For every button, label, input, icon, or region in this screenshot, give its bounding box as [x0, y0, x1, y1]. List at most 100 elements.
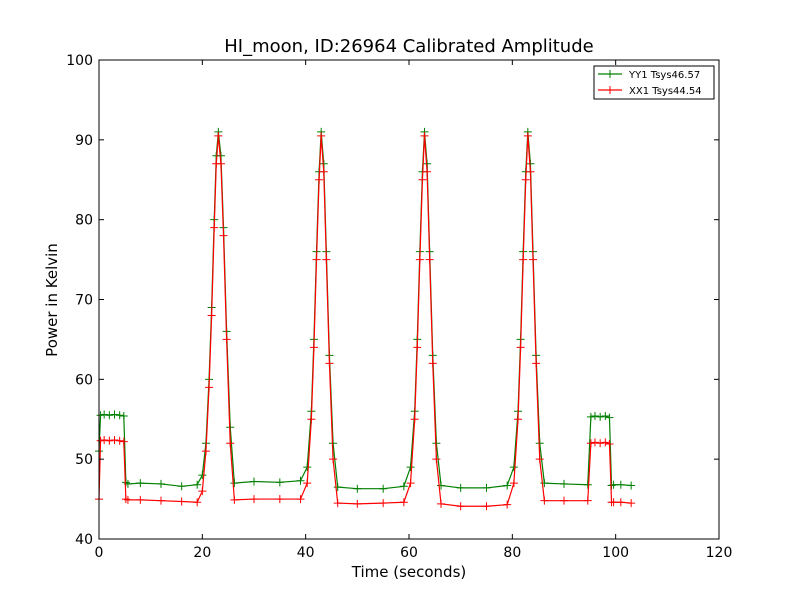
data-point-marker — [309, 343, 318, 352]
data-point-marker — [532, 359, 541, 368]
data-point-marker — [418, 175, 427, 184]
data-point-marker — [560, 496, 568, 505]
chart-title: HI_moon, ID:26964 Calibrated Amplitude — [224, 36, 593, 57]
data-point-marker — [319, 167, 328, 176]
series-2 — [95, 131, 636, 511]
data-point-marker — [193, 498, 202, 507]
data-point-marker — [540, 479, 549, 488]
data-point-marker — [198, 471, 207, 480]
data-point-marker — [307, 415, 316, 424]
data-point-marker — [601, 438, 610, 447]
data-point-marker — [516, 343, 525, 352]
data-point-marker — [616, 480, 625, 489]
data-point-marker — [432, 455, 441, 464]
data-point-marker — [333, 499, 342, 508]
data-point-marker — [609, 498, 618, 507]
data-point-marker — [586, 412, 595, 421]
legend: YY1 Tsys46.57 XX1 Tsys44.54 — [593, 65, 715, 100]
x-tick-label: 0 — [95, 545, 104, 561]
x-axis-label: Time (seconds) — [351, 563, 467, 581]
data-point-marker — [456, 483, 465, 492]
data-point-marker — [110, 410, 119, 419]
data-point-marker — [519, 255, 528, 264]
data-point-marker — [115, 436, 124, 445]
data-point-marker — [560, 479, 568, 488]
data-point-marker — [425, 255, 434, 264]
x-tick-label: 20 — [193, 545, 211, 561]
data-point-marker — [100, 436, 109, 445]
data-point-marker — [230, 495, 239, 504]
data-point-marker — [157, 479, 165, 488]
data-point-marker — [437, 481, 446, 490]
data-point-marker — [399, 482, 408, 491]
data-point-marker — [110, 436, 119, 445]
y-tick-label: 50 — [75, 452, 93, 468]
data-point-marker — [586, 439, 595, 448]
y-tick-label: 100 — [66, 53, 93, 69]
data-point-marker — [605, 439, 614, 448]
data-point-marker — [214, 131, 223, 140]
data-point-marker — [96, 436, 105, 445]
x-tick-label: 120 — [706, 545, 733, 561]
data-point-marker — [315, 175, 324, 184]
data-point-marker — [121, 495, 130, 504]
data-point-marker — [250, 477, 258, 486]
data-point-marker — [250, 495, 258, 504]
data-point-marker — [601, 412, 610, 421]
data-point-marker — [503, 481, 512, 490]
data-point-marker — [119, 412, 128, 421]
data-point-marker — [399, 498, 408, 507]
data-point-marker — [205, 383, 214, 392]
data-point-marker — [529, 255, 537, 264]
data-point-marker — [379, 484, 388, 493]
y-tick-label: 80 — [75, 213, 93, 229]
data-point-marker — [596, 439, 605, 448]
data-point-marker — [136, 479, 145, 488]
data-point-marker — [437, 499, 446, 508]
data-point-marker — [605, 413, 614, 422]
legend-entry: XX1 Tsys44.54 — [598, 86, 702, 97]
legend-box — [593, 65, 715, 100]
legend-entries: YY1 Tsys46.57 XX1 Tsys44.54 — [598, 70, 702, 97]
data-point-marker — [627, 499, 636, 508]
data-point-marker — [226, 439, 235, 448]
data-point-marker — [333, 483, 342, 492]
x-tick-label: 60 — [400, 545, 418, 561]
data-point-marker — [193, 480, 202, 489]
x-tick-label: 40 — [297, 545, 315, 561]
series-line — [98, 135, 632, 507]
data-point-marker — [105, 436, 114, 445]
data-point-marker — [115, 411, 124, 420]
data-point-marker — [119, 437, 128, 446]
y-tick-label: 60 — [75, 372, 93, 388]
data-point-marker — [296, 476, 305, 485]
x-tick-label: 80 — [503, 545, 521, 561]
data-point-marker — [207, 311, 216, 320]
data-point-marker — [322, 255, 331, 264]
data-point-marker — [275, 478, 284, 487]
data-point-marker — [329, 455, 338, 464]
data-point-marker — [423, 167, 432, 176]
data-point-marker — [415, 255, 424, 264]
data-point-marker — [219, 231, 228, 240]
data-point-marker — [482, 483, 491, 492]
data-point-marker — [296, 495, 305, 504]
data-point-marker — [583, 480, 592, 489]
data-point-marker — [540, 496, 549, 505]
data-point-marker — [583, 496, 592, 505]
data-point-marker — [503, 500, 512, 509]
y-tick-label: 40 — [75, 532, 93, 548]
data-point-marker — [535, 455, 544, 464]
data-point-marker — [521, 175, 530, 184]
data-point-marker — [216, 159, 225, 168]
data-point-marker — [353, 484, 362, 493]
data-point-marker — [317, 131, 326, 140]
data-point-marker — [100, 410, 109, 419]
y-axis: 40 50 60 70 80 90 100 — [66, 53, 719, 548]
data-point-marker — [275, 495, 284, 504]
data-point-marker — [526, 167, 535, 176]
data-point-marker — [312, 255, 321, 264]
legend-label: YY1 Tsys46.57 — [628, 70, 700, 81]
data-point-marker — [616, 498, 625, 507]
data-point-marker — [325, 359, 334, 368]
